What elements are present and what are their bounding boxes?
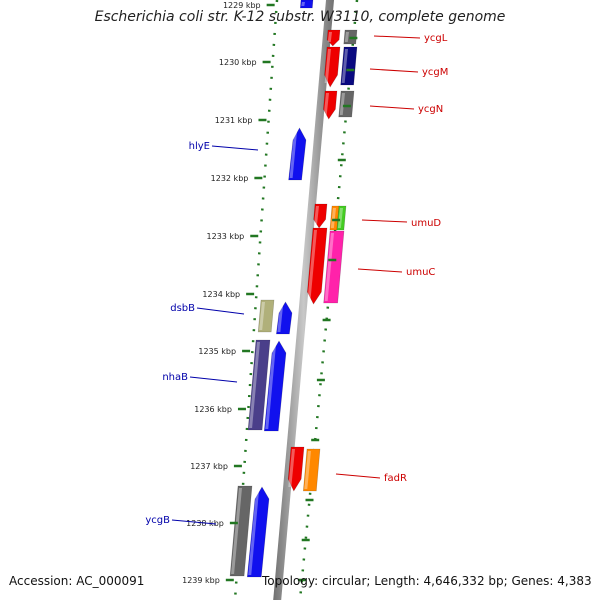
- gene-leader-line: [369, 68, 419, 73]
- gene-umuC[interactable]: [307, 227, 328, 305]
- gene-label[interactable]: ycgN: [418, 104, 443, 115]
- gene-top-partial[interactable]: [299, 0, 314, 9]
- gene-label[interactable]: ycgM: [422, 67, 448, 78]
- gene-dsbB-partner[interactable]: [257, 299, 275, 333]
- gene-ycgL[interactable]: [326, 29, 341, 47]
- gene-label[interactable]: hlyE: [189, 141, 210, 152]
- tick-label: 1234 kbp: [202, 290, 240, 299]
- tick-label: 1231 kbp: [215, 116, 253, 125]
- gene-leader-line: [189, 376, 238, 383]
- gene-fadR-partner[interactable]: [302, 448, 321, 492]
- gene-hlyE[interactable]: [288, 127, 307, 181]
- gene-ycgM[interactable]: [324, 46, 341, 88]
- gene-leader-line: [369, 105, 415, 110]
- gene-leader-line: [361, 219, 408, 223]
- gene-umuD[interactable]: [313, 203, 328, 229]
- gene-leader-line: [211, 145, 259, 151]
- map-title: Escherichia coli str. K-12 substr. W3110…: [94, 9, 506, 25]
- gene-label[interactable]: fadR: [384, 473, 407, 484]
- accession-text: Accession: AC_000091: [9, 574, 145, 588]
- genome-backbone: [273, 0, 335, 600]
- gene-label[interactable]: dsbB: [170, 303, 195, 314]
- tick-label: 1232 kbp: [211, 174, 249, 183]
- gene-nhaB[interactable]: [263, 340, 287, 432]
- gene-umuC-partner[interactable]: [323, 230, 345, 304]
- gene-ycgB[interactable]: [246, 486, 270, 578]
- tick-label: 1229 kbp: [223, 1, 261, 10]
- gene-ycgN-partner[interactable]: [338, 90, 355, 118]
- tick-label: 1235 kbp: [198, 347, 236, 356]
- gene-leader-line: [196, 307, 245, 315]
- tick-label: 1239 kbp: [182, 576, 220, 585]
- gene-ycgN[interactable]: [323, 90, 338, 120]
- tick-label: 1230 kbp: [219, 58, 257, 67]
- genome-summary-text: Topology: circular; Length: 4,646,332 bp…: [262, 574, 592, 588]
- gene-leader-line: [373, 35, 421, 39]
- gene-fadR[interactable]: [287, 446, 305, 492]
- tick-label: 1237 kbp: [190, 462, 228, 471]
- gene-label[interactable]: ycgB: [145, 515, 170, 526]
- gene-ycgB-partner[interactable]: [229, 485, 253, 577]
- gene-ycgM-partner[interactable]: [340, 46, 358, 86]
- gene-nhaB-partner[interactable]: [247, 339, 271, 431]
- gene-label[interactable]: ycgL: [424, 33, 448, 44]
- tick-label: 1233 kbp: [207, 232, 245, 241]
- gene-label[interactable]: umuD: [411, 218, 441, 229]
- gene-umuD-partner-2[interactable]: [336, 205, 347, 231]
- tick-label: 1236 kbp: [194, 405, 232, 414]
- gene-dsbB[interactable]: [276, 301, 293, 335]
- gene-leader-line: [357, 268, 403, 273]
- gene-label[interactable]: umuC: [406, 267, 435, 278]
- outer-guide-line: [233, 0, 279, 600]
- gene-leader-line: [335, 473, 381, 479]
- gene-leader-line: [171, 519, 217, 525]
- gene-label[interactable]: nhaB: [162, 372, 188, 383]
